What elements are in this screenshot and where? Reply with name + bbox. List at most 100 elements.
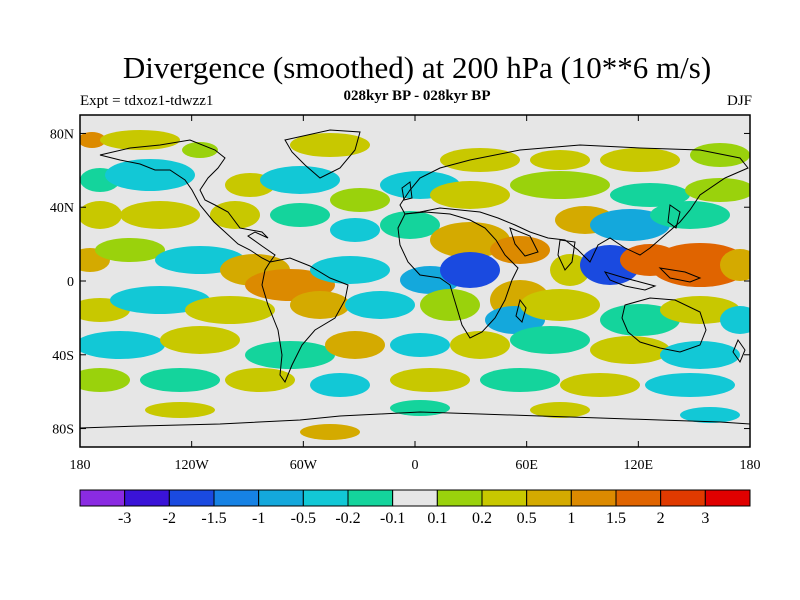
colorbar-swatch [124, 489, 170, 507]
lat-tick-label: 80S [52, 423, 74, 438]
colorbar-swatch [168, 489, 215, 507]
divergence-contour-region [720, 306, 750, 334]
divergence-contour-region [390, 368, 470, 392]
divergence-contour-region [610, 183, 690, 207]
colorbar-swatch [392, 489, 438, 507]
lon-tick-label: 120W [175, 458, 210, 473]
divergence-contour-region [720, 249, 750, 281]
divergence-contour-region [390, 333, 450, 357]
divergence-contour-region [80, 331, 165, 359]
lon-tick-label: 180 [740, 458, 761, 473]
divergence-contour-region [420, 289, 480, 321]
colorbar-label: -1.5 [201, 510, 226, 527]
divergence-contour-region [110, 286, 210, 314]
divergence-contour-region [95, 238, 165, 262]
divergence-contour-region [80, 132, 106, 148]
plot-title: Divergence (smoothed) at 200 hPa (10**6 … [122, 50, 712, 85]
colorbar-label: 0.1 [427, 510, 447, 527]
colorbar-label: -1 [252, 510, 265, 527]
divergence-contour-region [330, 188, 390, 212]
divergence-contour-region [330, 218, 380, 242]
lat-tick-label: 40S [52, 349, 74, 364]
divergence-contour-region [530, 150, 590, 170]
divergence-contour-region [600, 304, 680, 336]
colorbar-label: -3 [118, 510, 131, 527]
lat-tick-label: 40N [50, 201, 74, 216]
colorbar-swatch [302, 489, 349, 507]
colorbar-label: -0.2 [335, 510, 360, 527]
colorbar-label: -2 [163, 510, 176, 527]
colorbar-label: 1.5 [606, 510, 626, 527]
lon-tick-label: 60E [515, 458, 538, 473]
colorbar-label: 3 [701, 510, 709, 527]
divergence-contour-region [590, 336, 670, 364]
divergence-contour-region [430, 181, 510, 209]
divergence-field [80, 130, 750, 440]
colorbar-swatch [436, 489, 483, 507]
divergence-contour-region [520, 289, 600, 321]
colorbar-swatch [570, 489, 617, 507]
divergence-contour-region [270, 203, 330, 227]
divergence-contour-region [325, 331, 385, 359]
divergence-contour-region [510, 326, 590, 354]
map-axes: 80N 40N 0 40S 80S 180 120W 60W 0 60E 120E 180 [50, 115, 761, 473]
divergence-contour-region [310, 256, 390, 284]
divergence-contour-region [645, 373, 735, 397]
lon-tick-label: 0 [412, 458, 419, 473]
colorbar-swatch [704, 489, 751, 507]
colorbar-label: -0.1 [380, 510, 405, 527]
colorbar-swatch [481, 489, 528, 507]
divergence-contour-region [80, 201, 122, 229]
colorbar-label: 1 [567, 510, 575, 527]
divergence-contour-region [345, 291, 415, 319]
experiment-label: Expt = tdxoz1-tdwzz1 [80, 93, 214, 109]
divergence-contour-region [245, 341, 335, 369]
divergence-contour-region [310, 373, 370, 397]
divergence-contour-region [600, 148, 680, 172]
divergence-contour-region [550, 254, 590, 286]
divergence-contour-region [680, 407, 740, 423]
colorbar-swatch [79, 489, 126, 507]
coastlines [80, 129, 750, 429]
colorbar-label: -0.5 [291, 510, 316, 527]
lon-tick-label: 180 [70, 458, 91, 473]
divergence-contour-region [120, 201, 200, 229]
colorbar-label: 0.2 [472, 510, 492, 527]
divergence-contour-region [225, 368, 295, 392]
colorbar-label: 0.5 [517, 510, 537, 527]
divergence-contour-region [290, 133, 370, 157]
divergence-contour-region [660, 296, 740, 324]
divergence-contour-region [450, 331, 510, 359]
season-label: DJF [726, 93, 752, 109]
divergence-contour-region [685, 178, 750, 202]
colorbar-label: 2 [657, 510, 665, 527]
divergence-contour-region [440, 252, 500, 288]
divergence-contour-region [140, 368, 220, 392]
divergence-contour-region [650, 243, 750, 287]
colorbar-swatch [213, 489, 260, 507]
colorbar-swatch [615, 489, 662, 507]
divergence-contour-region [160, 326, 240, 354]
divergence-contour-region [105, 159, 195, 191]
lat-tick-label: 0 [67, 275, 74, 290]
divergence-contour-region [560, 373, 640, 397]
divergence-contour-region [260, 166, 340, 194]
divergence-contour-region [660, 341, 740, 369]
period-label: 028kyr BP - 028kyr BP [343, 88, 491, 104]
divergence-contour-region [480, 368, 560, 392]
colorbar-swatch [347, 489, 394, 507]
divergence-contour-region [690, 143, 750, 167]
colorbar-swatch [258, 489, 304, 507]
lon-tick-label: 60W [290, 458, 318, 473]
divergence-contour-region [590, 209, 670, 241]
colorbar-swatch [526, 489, 572, 507]
divergence-contour-region [290, 291, 350, 319]
divergence-contour-region [530, 402, 590, 418]
divergence-contour-region [380, 211, 440, 239]
divergence-contour-region [300, 424, 360, 440]
colorbar-swatch [660, 489, 706, 507]
divergence-contour-region [510, 171, 610, 199]
divergence-contour-region [145, 402, 215, 418]
